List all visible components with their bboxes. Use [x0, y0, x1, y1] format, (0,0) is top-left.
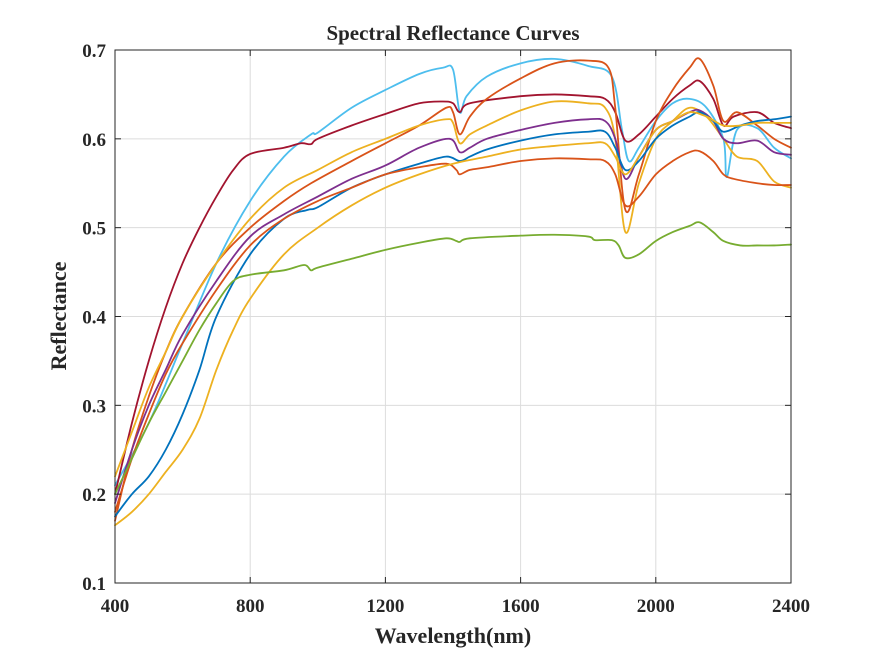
x-tick-label: 2000: [637, 596, 675, 617]
y-tick-label: 0.7: [82, 41, 106, 62]
y-tick-label: 0.2: [82, 485, 106, 506]
series-line-curve-9: [114, 221, 792, 496]
y-tick-label: 0.3: [82, 396, 106, 417]
series-line-curve-5: [114, 108, 792, 504]
y-tick-label: 0.1: [82, 574, 106, 595]
series-line-curve-3: [114, 57, 792, 522]
series-line-curve-8: [114, 111, 792, 527]
series-line-curve-6: [114, 111, 792, 518]
x-tick-label: 1200: [366, 596, 404, 617]
x-tick-label: 800: [236, 596, 265, 617]
chart-title: Spectral Reflectance Curves: [326, 21, 579, 45]
series-line-curve-7: [114, 149, 792, 513]
x-tick-label: 400: [101, 596, 130, 617]
tick-layer: 400 800 1200 1600 2000 2400 0.1 0.2 0.3 0.4 0.5 0.6…: [82, 41, 810, 617]
x-tick-label: 2400: [772, 596, 810, 617]
series-line-curve-1: [114, 57, 792, 487]
y-tick-label: 0.5: [82, 219, 106, 240]
y-tick-label: 0.6: [82, 130, 106, 151]
x-axis-label: Wavelength(nm): [375, 623, 531, 648]
series-layer: [114, 57, 792, 527]
y-axis-label: Reflectance: [46, 261, 71, 370]
x-tick-label: 1600: [502, 596, 540, 617]
y-tick-label: 0.4: [82, 308, 106, 329]
series-line-curve-2: [114, 79, 792, 496]
